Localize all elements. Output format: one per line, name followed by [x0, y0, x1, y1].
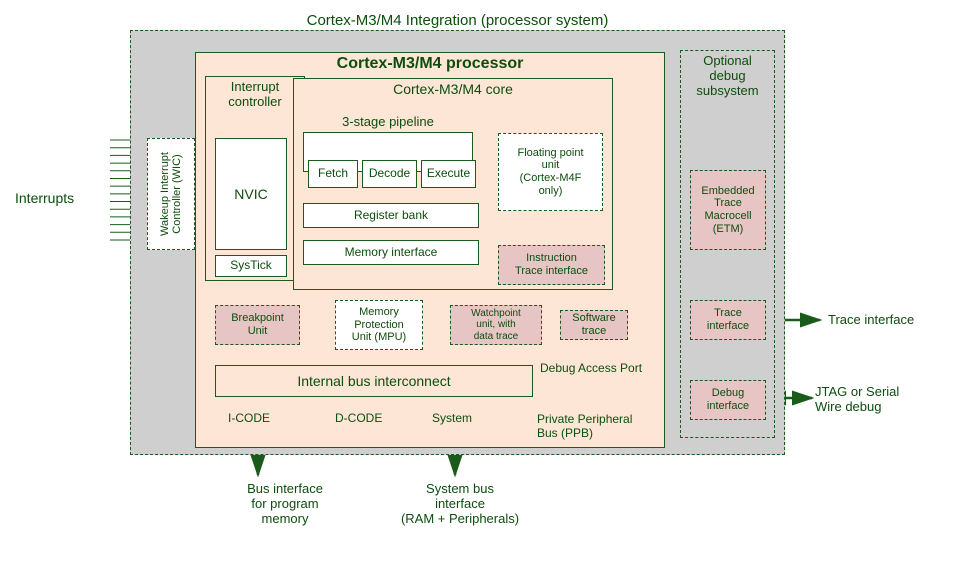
ppb-lbl: Private Peripheral Bus (PPB): [537, 413, 687, 441]
interrupts-lbl: Interrupts: [15, 190, 105, 206]
dcode-lbl: D-CODE: [335, 412, 395, 426]
system-lbl: System: [432, 412, 492, 426]
bus-if-prog: Bus interface for program memory: [220, 482, 350, 527]
icode-lbl: I-CODE: [228, 412, 288, 426]
jtag-lbl: JTAG or Serial Wire debug: [815, 385, 955, 415]
trace-if-lbl: Trace interface: [828, 313, 938, 328]
sys-bus-if: System bus interface (RAM + Peripherals): [380, 482, 540, 527]
dap-lbl: Debug Access Port: [540, 362, 680, 376]
